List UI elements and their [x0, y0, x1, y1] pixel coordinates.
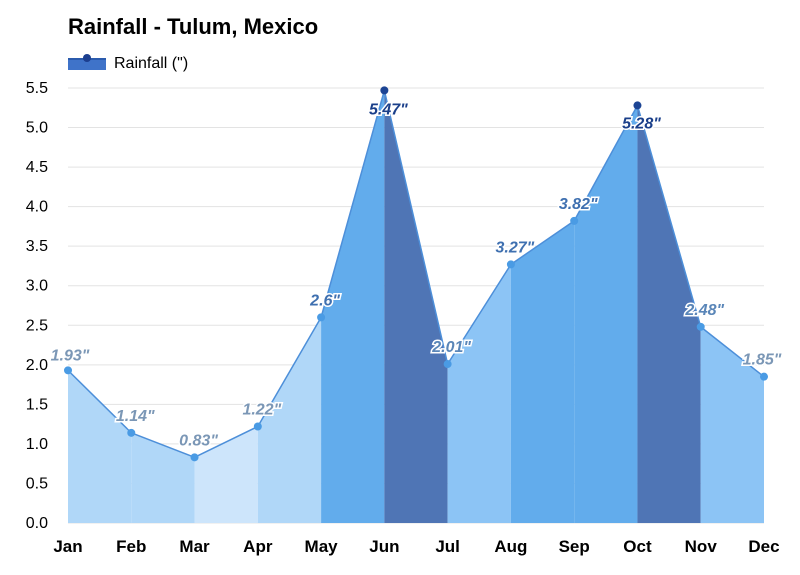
legend-label: Rainfall ("): [114, 55, 189, 72]
data-point-dec: [760, 372, 768, 381]
y-tick-label: 4.0: [26, 199, 48, 216]
area-segment: [68, 370, 132, 523]
x-tick-label-jul: Jul: [435, 537, 460, 556]
x-tick-label-feb: Feb: [116, 537, 146, 556]
area-segment: [637, 105, 701, 524]
data-label-aug: 3.27": [496, 239, 535, 256]
y-tick-label: 2.0: [26, 357, 48, 374]
data-point-jul: [443, 360, 452, 369]
data-label-jul: 2.01": [431, 339, 471, 356]
x-tick-label-oct: Oct: [623, 537, 652, 556]
y-tick-label: 5.5: [26, 80, 48, 97]
data-label-nov: 2.48": [684, 302, 724, 319]
data-points: [64, 86, 768, 462]
data-point-jan: [64, 366, 72, 375]
data-point-feb: [127, 428, 136, 437]
area-segment: [194, 426, 258, 523]
x-tick-label-apr: Apr: [243, 537, 273, 556]
area-segment: [574, 105, 638, 524]
data-label-dec: 1.85": [743, 352, 782, 369]
legend-swatch: [68, 54, 106, 70]
y-tick-label: 3.5: [26, 238, 48, 255]
area-segment: [447, 264, 511, 523]
data-labels: 1.93" 1.14" 0.83" 1.22" 2.6" 5.47" 2.01" 3.27" 3…: [49, 100, 783, 451]
x-tick-label-nov: Nov: [685, 537, 718, 556]
legend[interactable]: Rainfall ("): [68, 52, 188, 76]
legend-marker: [83, 54, 91, 62]
y-tick-label: 3.0: [26, 278, 48, 295]
data-point-aug: [506, 260, 515, 269]
area-segment: [700, 326, 764, 523]
data-label-jan: 1.93": [51, 347, 90, 364]
x-tick-label-mar: Mar: [179, 537, 210, 556]
area-segment: [321, 90, 385, 523]
area-segments: [68, 90, 764, 524]
series-line: [67, 89, 765, 459]
data-label-apr: 1.22": [242, 402, 281, 419]
y-tick-label: 1.5: [26, 396, 48, 413]
area-segment: [384, 90, 448, 523]
x-tick-label-jun: Jun: [369, 537, 399, 556]
data-label-oct: 5.28": [622, 115, 661, 132]
x-tick-label-may: May: [305, 537, 339, 556]
x-tick-label-dec: Dec: [748, 537, 779, 556]
y-tick-label: 5.0: [26, 120, 48, 137]
data-point-may: [317, 313, 326, 322]
data-point-apr: [253, 422, 262, 431]
y-tick-label: 0.0: [26, 515, 48, 532]
axes: 0.0 0.5 1.0 1.5 2.0 2.5 3.0 3.5 4.0 4.5 5.0 5.5 Jan F…: [26, 80, 780, 556]
data-label-feb: 1.14": [116, 408, 155, 425]
area-segment: [510, 220, 575, 523]
x-tick-label-sep: Sep: [559, 537, 590, 556]
x-tick-label-jan: Jan: [53, 537, 82, 556]
data-point-mar: [190, 453, 199, 462]
data-label-sep: 3.82": [559, 196, 598, 213]
data-point-oct: [633, 101, 642, 110]
y-tick-label: 0.5: [26, 475, 48, 492]
y-tick-label: 2.5: [26, 317, 48, 334]
data-point-jun: [380, 86, 389, 95]
chart-title: Rainfall - Tulum, Mexico: [68, 14, 319, 39]
y-tick-label: 1.0: [26, 436, 48, 453]
data-label-jun: 5.47": [369, 101, 408, 118]
y-tick-label: 4.5: [26, 159, 48, 176]
data-point-nov: [696, 322, 705, 331]
series-line-group: [67, 89, 765, 459]
data-label-mar: 0.83": [179, 432, 218, 449]
area-segment: [257, 317, 322, 523]
x-tick-label-aug: Aug: [494, 537, 527, 556]
area-segment: [131, 432, 195, 523]
data-point-sep: [570, 216, 579, 225]
data-label-may: 2.6": [309, 292, 340, 309]
